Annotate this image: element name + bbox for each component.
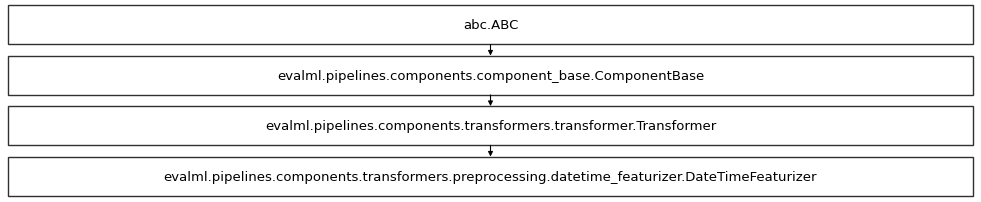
FancyBboxPatch shape	[8, 107, 973, 146]
Text: evalml.pipelines.components.transformers.transformer.Transformer: evalml.pipelines.components.transformers…	[265, 120, 716, 133]
FancyBboxPatch shape	[8, 6, 973, 45]
FancyBboxPatch shape	[8, 56, 973, 96]
Text: abc.ABC: abc.ABC	[463, 19, 518, 32]
Text: evalml.pipelines.components.component_base.ComponentBase: evalml.pipelines.components.component_ba…	[277, 69, 704, 82]
FancyBboxPatch shape	[8, 157, 973, 196]
Text: evalml.pipelines.components.transformers.preprocessing.datetime_featurizer.DateT: evalml.pipelines.components.transformers…	[164, 170, 817, 183]
